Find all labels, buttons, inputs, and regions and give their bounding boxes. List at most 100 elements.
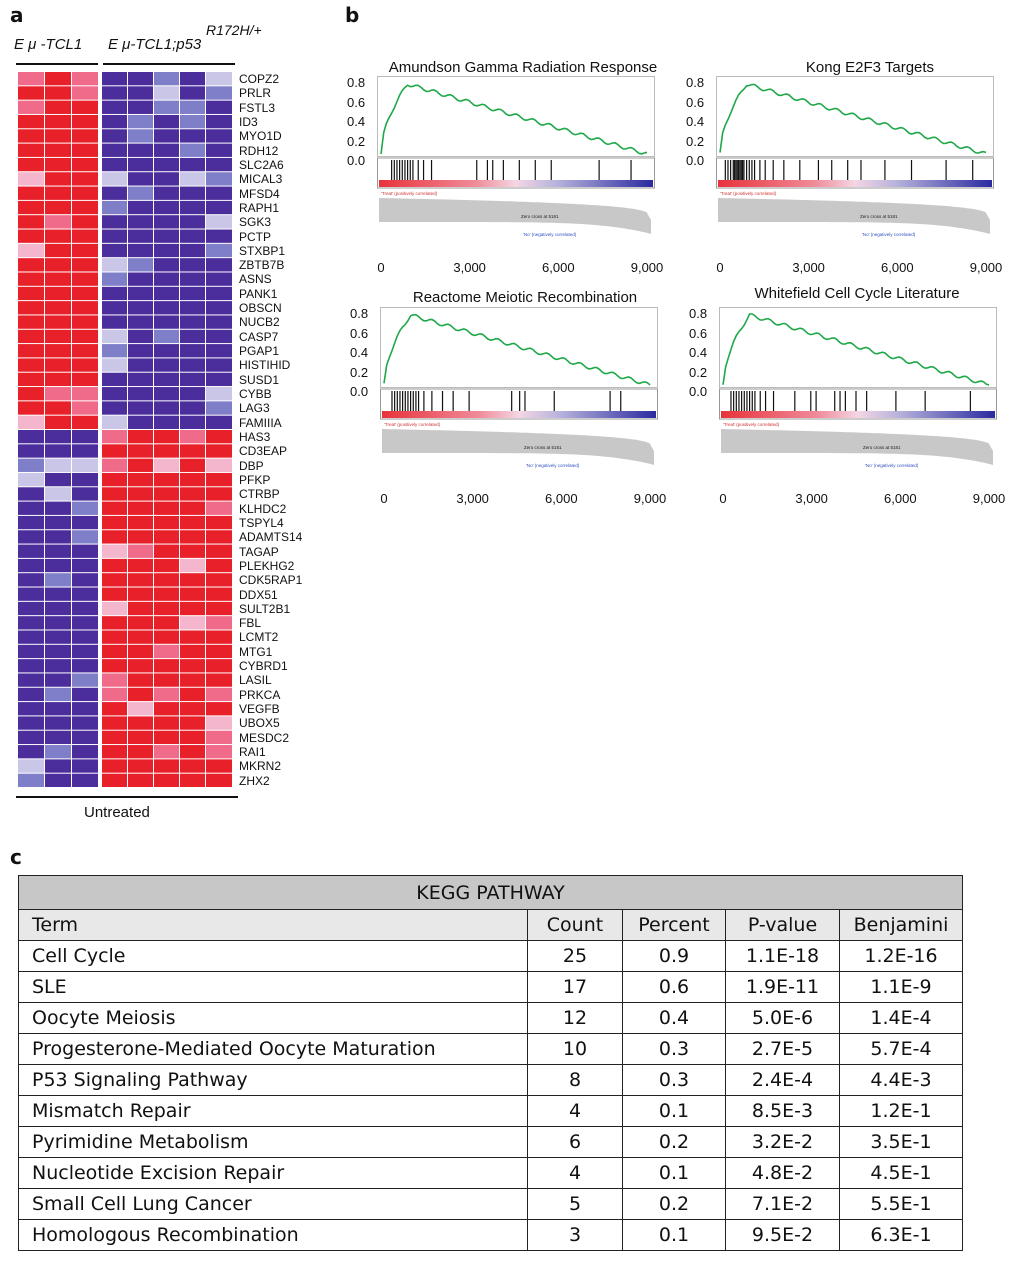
gsea-plot-title: Reactome Meiotic Recombination bbox=[412, 289, 638, 306]
heatmap-cell bbox=[128, 716, 153, 730]
column-header-benjamini: Benjamini bbox=[839, 909, 963, 941]
heatmap-cell bbox=[72, 587, 98, 601]
heatmap-cell bbox=[206, 630, 232, 644]
heatmap-cell bbox=[180, 444, 205, 458]
table-row: Oocyte Meiosis 12 0.4 5.0E-6 1.4E-4 bbox=[18, 1002, 963, 1034]
heatmap-cell bbox=[18, 458, 44, 472]
heatmap-cell bbox=[72, 329, 98, 344]
heatmap-cell bbox=[154, 329, 179, 344]
heatmap-cell bbox=[102, 673, 127, 687]
heatmap-cell bbox=[45, 258, 71, 272]
heatmap-cell bbox=[18, 86, 44, 100]
heatmap-cell bbox=[154, 415, 179, 429]
x-tick-label: 3,000 bbox=[792, 260, 825, 275]
heatmap-cell bbox=[154, 659, 179, 673]
gsea-plot: 'Treat' (positively correlated) Zero cros… bbox=[380, 307, 658, 468]
heatmap-cell bbox=[18, 229, 44, 243]
heatmap-cell bbox=[18, 644, 44, 659]
heatmap-cell bbox=[128, 229, 153, 243]
heatmap-cell bbox=[102, 301, 127, 315]
count-cell: 12 bbox=[527, 1002, 623, 1034]
heatmap-cell bbox=[72, 143, 98, 157]
heatmap-cell bbox=[128, 344, 153, 358]
gene-label: ASNS bbox=[239, 272, 272, 287]
heatmap-cell bbox=[102, 129, 127, 143]
heatmap-cell bbox=[45, 544, 71, 558]
heatmap-cell bbox=[72, 687, 98, 702]
heatmap-cell bbox=[45, 616, 71, 630]
y-tick-label: 0.8 bbox=[686, 75, 705, 90]
heatmap-cell bbox=[206, 301, 232, 315]
heatmap-cell bbox=[72, 630, 98, 644]
percent-cell: 0.9 bbox=[622, 940, 726, 972]
y-tick-label: 0.6 bbox=[347, 94, 366, 110]
x-tick-label: 0 bbox=[380, 491, 388, 506]
heatmap-cell bbox=[18, 558, 44, 573]
pathway-term-cell: Mismatch Repair bbox=[18, 1095, 528, 1127]
heatmap-cell bbox=[128, 272, 153, 286]
column-header-term: Term bbox=[18, 909, 528, 941]
y-tick-label: 0.0 bbox=[347, 153, 366, 168]
es-plot-frame bbox=[377, 76, 655, 157]
heatmap-cell bbox=[180, 243, 205, 258]
pathway-term-cell: Small Cell Lung Cancer bbox=[18, 1188, 528, 1220]
heatmap-cell bbox=[102, 172, 127, 186]
heatmap-cell bbox=[18, 243, 44, 258]
heatmap-cell bbox=[72, 200, 98, 215]
heatmap-cell bbox=[128, 745, 153, 759]
heatmap-cell bbox=[180, 644, 205, 659]
heatmap-cell bbox=[180, 472, 205, 487]
heatmap-cell bbox=[102, 601, 127, 616]
heatmap-cell bbox=[45, 387, 71, 401]
heatmap-cell bbox=[102, 544, 127, 558]
heatmap-cell bbox=[72, 72, 98, 86]
gsea-annotation: Zero cross at 5181 bbox=[863, 445, 901, 450]
heatmap-cell bbox=[206, 444, 232, 458]
group2-bar bbox=[103, 63, 235, 65]
heatmap-cell bbox=[72, 444, 98, 458]
heatmap-cell bbox=[72, 530, 98, 544]
heatmap-cell bbox=[206, 487, 232, 501]
gsea-annotation: 'No' (negatively correlated) bbox=[865, 463, 919, 468]
heatmap-cell bbox=[206, 258, 232, 272]
heatmap-cell bbox=[180, 215, 205, 229]
heatmap-cell bbox=[180, 601, 205, 616]
heatmap-cell bbox=[154, 716, 179, 730]
heatmap-cell bbox=[128, 286, 153, 301]
heatmap-cell bbox=[102, 72, 127, 86]
count-cell: 17 bbox=[527, 971, 623, 1003]
heatmap-cell bbox=[180, 616, 205, 630]
heatmap-cell bbox=[72, 759, 98, 773]
gene-label: MYO1D bbox=[239, 129, 282, 144]
gene-label: MKRN2 bbox=[239, 759, 282, 774]
heatmap-cell bbox=[206, 344, 232, 358]
heatmap-cell bbox=[45, 415, 71, 429]
pathway-term-cell: Cell Cycle bbox=[18, 940, 528, 972]
heatmap-cell bbox=[18, 515, 44, 530]
percent-cell: 0.3 bbox=[622, 1033, 726, 1065]
gene-label: KLHDC2 bbox=[239, 501, 287, 516]
heatmap-cell bbox=[206, 129, 232, 143]
table-row: P53 Signaling Pathway 8 0.3 2.4E-4 4.4E-3 bbox=[18, 1064, 963, 1096]
benjamini-cell: 5.5E-1 bbox=[839, 1188, 963, 1220]
heatmap-cell bbox=[45, 157, 71, 172]
heatmap-cell bbox=[180, 730, 205, 745]
heatmap-cell bbox=[72, 229, 98, 243]
heatmap-cell bbox=[206, 215, 232, 229]
pathway-term-cell: P53 Signaling Pathway bbox=[18, 1064, 528, 1096]
heatmap-cell bbox=[18, 344, 44, 358]
heatmap-cell bbox=[72, 387, 98, 401]
heatmap-cell bbox=[45, 114, 71, 129]
heatmap-cell bbox=[206, 86, 232, 100]
heatmap-cell bbox=[154, 186, 179, 200]
heatmap-cell bbox=[45, 272, 71, 286]
heatmap-cell bbox=[180, 86, 205, 100]
heatmap-cell bbox=[154, 444, 179, 458]
kegg-table-title: KEGG PATHWAY bbox=[18, 875, 963, 910]
gene-label: CYBB bbox=[239, 387, 272, 402]
heatmap-cell bbox=[45, 487, 71, 501]
gsea-annotation: 'Treat' (positively correlated) bbox=[723, 422, 780, 427]
heatmap-cell bbox=[72, 430, 98, 444]
y-tick-label: 0.2 bbox=[350, 364, 369, 380]
heatmap-cell bbox=[154, 616, 179, 630]
